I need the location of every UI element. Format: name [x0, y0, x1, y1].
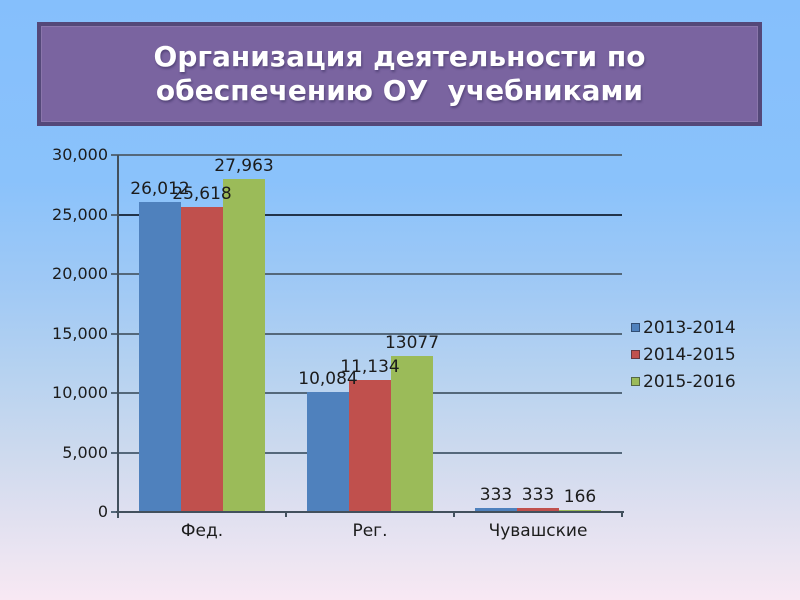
y-axis-tick: [111, 452, 118, 454]
bar-2014-2015-Чувашские: [517, 508, 559, 512]
legend-swatch-icon: [631, 377, 640, 386]
legend-swatch-icon: [631, 323, 640, 332]
category-label-Фед.: Фед.: [180, 521, 224, 541]
y-axis-tick: [111, 392, 118, 394]
y-gridline: [118, 273, 622, 275]
y-axis-tick: [111, 154, 118, 156]
bar-2014-2015-Рег.: [349, 380, 391, 512]
data-label: 26,012: [130, 179, 190, 199]
legend-label: 2014-2015: [643, 344, 736, 365]
legend-label: 2015-2016: [643, 371, 736, 392]
data-label: 25,618: [172, 184, 232, 204]
y-axis-tick-label: 0: [97, 502, 108, 521]
legend-item: 2013-2014: [631, 314, 736, 341]
bar-2014-2015-Фед.: [181, 207, 223, 512]
y-gridline: [118, 214, 622, 216]
legend-swatch-icon: [631, 350, 640, 359]
y-axis-tick: [111, 333, 118, 335]
slide-title-line1: Организация деятельности по: [153, 40, 646, 73]
y-axis-tick-label: 25,000: [52, 205, 108, 224]
legend-item: 2015-2016: [631, 368, 736, 395]
bar-2013-2014-Рег.: [307, 392, 349, 512]
x-axis-tick: [117, 512, 119, 517]
y-axis-tick-label: 5,000: [62, 443, 108, 462]
x-axis-tick: [453, 512, 455, 517]
chart-legend: 2013-2014 2014-2015 2015-2016: [631, 314, 736, 395]
y-axis-tick-label: 30,000: [52, 145, 108, 164]
x-axis-tick: [285, 512, 287, 517]
y-axis-tick: [111, 214, 118, 216]
y-axis-tick-label: 15,000: [52, 324, 108, 343]
data-label: 13077: [384, 333, 440, 353]
slide-title-line2: обеспечению ОУ учебниками: [155, 74, 644, 107]
x-axis-tick: [621, 512, 623, 517]
y-gridline: [118, 333, 622, 335]
data-label: 27,963: [214, 156, 274, 176]
data-label: 333: [479, 485, 513, 505]
data-label: 333: [521, 485, 555, 505]
data-label: 10,084: [298, 369, 358, 389]
y-axis-tick-label: 20,000: [52, 264, 108, 283]
legend-item: 2014-2015: [631, 341, 736, 368]
data-label: 166: [563, 487, 597, 507]
category-label-Чувашские: Чувашские: [488, 521, 588, 541]
y-axis-tick-label: 10,000: [52, 383, 108, 402]
y-axis-line: [117, 155, 119, 518]
data-label: 11,134: [340, 357, 400, 377]
bar-2013-2014-Фед.: [139, 202, 181, 512]
y-gridline: [118, 154, 622, 156]
x-axis-line: [116, 511, 624, 513]
y-axis-tick: [111, 511, 118, 513]
category-label-Рег.: Рег.: [352, 521, 388, 541]
y-axis-tick: [111, 273, 118, 275]
bar-2015-2016-Фед.: [223, 179, 265, 512]
slide-title-box: Организация деятельности по обеспечению …: [37, 22, 762, 126]
legend-label: 2013-2014: [643, 317, 736, 338]
bar-2013-2014-Чувашские: [475, 508, 517, 512]
bar-2015-2016-Рег.: [391, 356, 433, 512]
